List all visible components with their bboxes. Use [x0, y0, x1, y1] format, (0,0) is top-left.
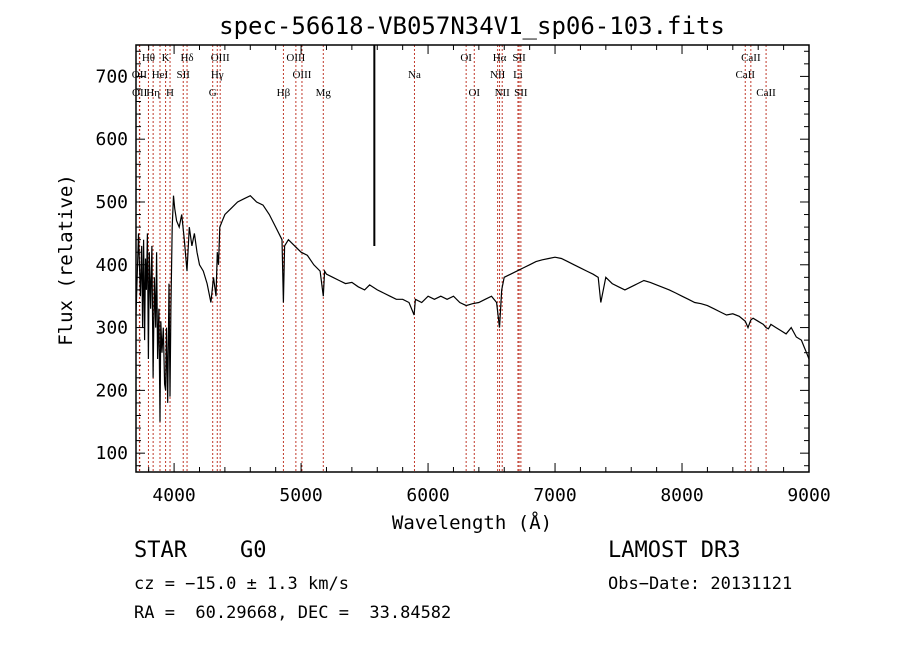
observation-date: Obs−Date: 20131121: [608, 574, 793, 594]
y-tick-label: 600: [95, 129, 128, 150]
y-tick-label: 700: [95, 66, 128, 87]
line-label: SII: [512, 52, 526, 64]
line-label: CaII: [741, 52, 761, 64]
y-tick-label: 200: [95, 380, 128, 401]
line-label: Hγ: [211, 69, 224, 81]
y-tick-label: 100: [95, 443, 128, 464]
line-label: G: [209, 87, 217, 99]
line-label: CaII: [756, 87, 776, 99]
line-label: OI: [468, 87, 480, 99]
line-label: OI: [460, 52, 472, 64]
line-label: OIII: [292, 69, 311, 81]
y-tick-label: 300: [95, 318, 128, 339]
line-label: Hθ: [142, 52, 155, 64]
survey-name: LAMOST DR3: [608, 538, 741, 563]
x-axis-label: Wavelength (Å): [392, 511, 552, 534]
line-label: H: [166, 87, 174, 99]
x-axis: 4000 5000 6000 7000 8000 9000: [148, 45, 831, 506]
object-class: STAR: [134, 538, 187, 563]
x-tick-label: 9000: [787, 485, 830, 506]
chart-title: spec-56618-VB057N34V1_sp06-103.fits: [219, 12, 725, 40]
line-label: SII: [514, 87, 528, 99]
x-tick-label: 8000: [660, 485, 703, 506]
line-label: Hα: [493, 52, 507, 64]
line-label: K: [162, 52, 170, 64]
x-tick-label: 7000: [533, 485, 576, 506]
line-label: SII: [177, 69, 191, 81]
emission-line-labels: Hθ K Hδ OIII OIII OI Hα SII CaII OII HeI SII Hγ OIII N…: [132, 52, 776, 99]
y-tick-label: 400: [95, 255, 128, 276]
line-label: Hη: [146, 87, 160, 99]
x-tick-label: 6000: [406, 485, 449, 506]
line-label: Hδ: [180, 52, 193, 64]
line-label: Li: [513, 69, 523, 81]
line-label: OIII: [211, 52, 230, 64]
line-label: OII: [132, 69, 148, 81]
line-label: Mg: [316, 87, 332, 99]
coordinates: RA = 60.29668, DEC = 33.84582: [134, 603, 452, 623]
line-label: Na: [408, 69, 421, 81]
x-tick-label: 4000: [152, 485, 195, 506]
line-label: CaII: [735, 69, 755, 81]
line-label: NII: [495, 87, 511, 99]
emission-line-markers: [138, 45, 767, 472]
object-subclass: G0: [240, 538, 267, 563]
y-tick-label: 500: [95, 192, 128, 213]
line-label: HeI: [152, 69, 169, 81]
x-tick-label: 5000: [279, 485, 322, 506]
y-axis-label: Flux (relative): [55, 174, 77, 346]
spectrum-line: [135, 194, 810, 422]
plot-frame: [135, 44, 810, 473]
line-label: NII: [490, 69, 506, 81]
line-label: Hβ: [277, 87, 291, 99]
line-label: OIII: [286, 52, 305, 64]
y-axis: 100 200 300 400 500 600 700: [95, 50, 809, 467]
redshift-velocity: cz = −15.0 ± 1.3 km/s: [134, 574, 349, 594]
